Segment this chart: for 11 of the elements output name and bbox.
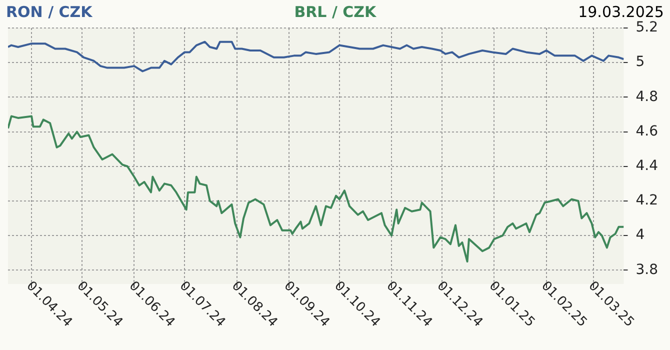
y-tick-label: 5 [636, 54, 645, 70]
y-tick-label: 4.2 [636, 192, 658, 209]
y-tick-label: 4.8 [636, 88, 658, 105]
y-tick-label: 5.2 [636, 20, 658, 36]
y-tick-label: 4.4 [636, 158, 658, 174]
y-tick-label: 4.6 [636, 123, 658, 140]
series-label: RON / CZK [6, 2, 92, 22]
chart-title: 19.03.2025 [578, 2, 664, 21]
y-tick-label: 3.8 [636, 262, 658, 278]
y-tick-label: 4 [636, 227, 645, 244]
text: BRL / CZK [294, 2, 376, 22]
